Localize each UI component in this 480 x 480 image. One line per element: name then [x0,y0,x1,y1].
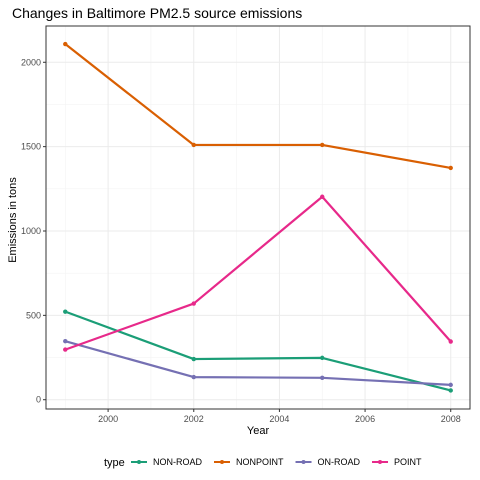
data-point [320,375,325,380]
data-point [191,356,196,362]
legend-item-0: NON-ROAD [131,457,202,467]
data-point [448,339,453,344]
legend-key-point [220,460,224,464]
legend-label: NONPOINT [236,457,284,467]
data-point [63,338,68,344]
data-point [63,41,68,47]
data-point [448,388,453,393]
legend-item-2: ON-ROAD [295,457,361,467]
series-1 [63,41,453,171]
legend-title: type [104,457,125,469]
y-tick-label: 2000 [21,57,41,67]
legend: type NON-ROAD NONPOINT ON-ROAD POINT [104,457,422,469]
panel-border [45,25,471,410]
series-line [64,340,451,386]
legend-item-3: POINT [372,457,422,467]
x-axis-title: Year [247,425,270,437]
series-layer [63,41,453,393]
y-axis: 0 500 1000 1500 2000 [21,57,46,405]
data-point [448,165,453,171]
data-point [191,142,196,148]
x-tick-label: 2006 [355,414,375,424]
data-point [63,347,68,352]
series-line [64,195,452,351]
series-2 [63,338,453,388]
x-tick-label: 2008 [441,414,461,424]
data-point [320,194,325,199]
data-point [320,355,325,361]
plot-panel [46,26,470,409]
legend-label: ON-ROAD [318,457,361,467]
legend-key-point [301,460,306,464]
series-line [64,310,452,392]
x-axis: 2000 2002 2004 2006 2008 [98,409,461,424]
y-tick-label: 1000 [21,226,41,236]
legend-item-1: NONPOINT [214,457,284,467]
data-point [320,142,325,148]
x-tick-label: 2004 [269,414,289,424]
series-line [64,43,451,169]
legend-key-point [137,460,141,464]
y-axis-title: Emissions in tons [7,177,19,263]
legend-label: NON-ROAD [153,457,202,467]
data-point [448,382,453,388]
data-point [191,301,196,306]
grid [46,26,470,409]
x-tick-label: 2000 [98,414,118,424]
y-tick-label: 1500 [21,142,41,152]
legend-label: POINT [394,457,422,467]
chart-title: Changes in Baltimore PM2.5 source emissi… [12,5,302,21]
x-tick-label: 2002 [184,414,204,424]
legend-key-point [378,460,383,464]
y-tick-label: 500 [26,310,41,320]
y-tick-label: 0 [36,395,41,405]
data-point [63,309,68,314]
data-point [191,374,196,380]
series-0 [63,309,453,393]
series-3 [63,194,453,352]
